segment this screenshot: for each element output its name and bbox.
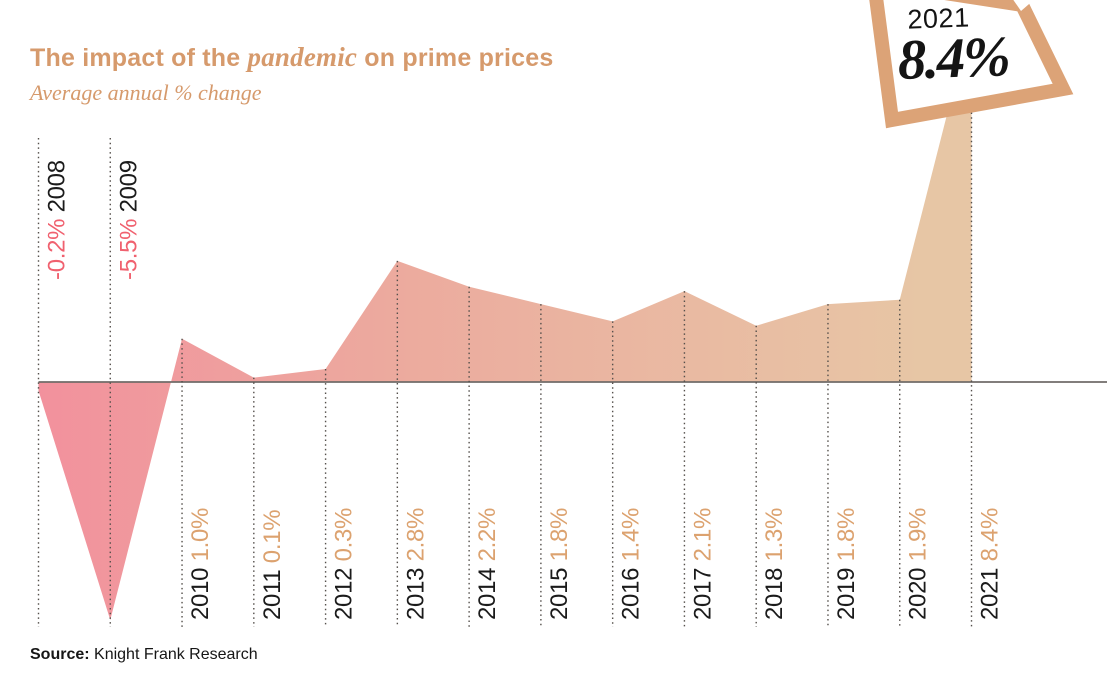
source-text: Knight Frank Research: [89, 646, 258, 663]
title-italic-word: pandemic: [247, 42, 358, 72]
title-prefix: The impact of the: [30, 44, 248, 72]
top-label-2008: -0.2% 2008: [44, 160, 71, 280]
bottom-label-2010: 2010 1.0%: [187, 508, 214, 620]
source-label: Source:: [30, 646, 90, 663]
badge-value: 8.4%: [896, 25, 1010, 93]
source-line: Source: Knight Frank Research: [30, 646, 258, 664]
bottom-label-2012: 2012 0.3%: [331, 508, 358, 620]
bottom-label-2015: 2015 1.8%: [546, 508, 573, 620]
area-fill: [38, 18, 972, 620]
bottom-label-2017: 2017 2.1%: [689, 508, 716, 620]
bottom-label-2014: 2014 2.2%: [474, 508, 501, 620]
badge-text-block: 2021 8.4%: [896, 2, 1010, 93]
badge-frame-notch: [1013, 0, 1034, 11]
bottom-label-2013: 2013 2.8%: [402, 508, 429, 620]
bottom-label-2019: 2019 1.8%: [833, 508, 860, 620]
bottom-label-2021: 2021 8.4%: [977, 508, 1004, 620]
chart-subtitle: Average annual % change: [30, 80, 262, 105]
top-label-2009: -5.5% 2009: [115, 160, 142, 280]
bottom-label-2011: 2011 0.1%: [259, 510, 286, 620]
page-title: The impact of the pandemic on prime pric…: [30, 42, 553, 73]
badge-frame-shape: [869, 0, 1074, 129]
bottom-label-2018: 2018 1.3%: [761, 508, 788, 620]
bottom-label-2020: 2020 1.9%: [905, 508, 932, 620]
title-suffix: on prime prices: [357, 44, 554, 72]
bottom-label-2016: 2016 1.4%: [618, 508, 645, 620]
